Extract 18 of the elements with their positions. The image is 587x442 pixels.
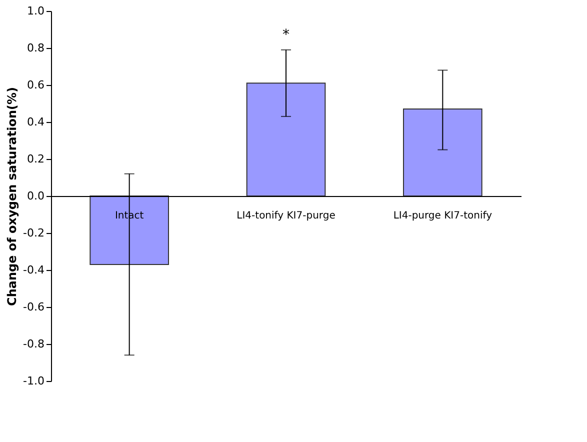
y-tick-label: 0.8 [27, 42, 44, 54]
y-tick-label: 1.0 [27, 4, 44, 18]
y-tick-label: 0.2 [27, 152, 44, 166]
x-tick-label: LI4-tonify KI7-purge [236, 210, 336, 222]
y-tick-label: -0.6 [23, 300, 44, 314]
y-tick-label: 0.4 [27, 116, 44, 128]
y-tick-label: -0.4 [23, 264, 44, 276]
y-axis-title: Change of oxygen saturation(%) [5, 87, 20, 306]
y-tick-label: -1.0 [23, 374, 44, 388]
bar [90, 196, 169, 265]
x-tick-label: LI4-purge KI7-tonify [393, 210, 492, 222]
y-tick-label: -0.8 [23, 338, 44, 350]
y-tick-label: 0.0 [27, 190, 44, 202]
bar [403, 108, 482, 196]
y-tick-label: -0.2 [23, 226, 44, 240]
bar [246, 82, 326, 196]
y-tick-label: 0.6 [27, 78, 44, 92]
annotation: * [282, 26, 290, 43]
